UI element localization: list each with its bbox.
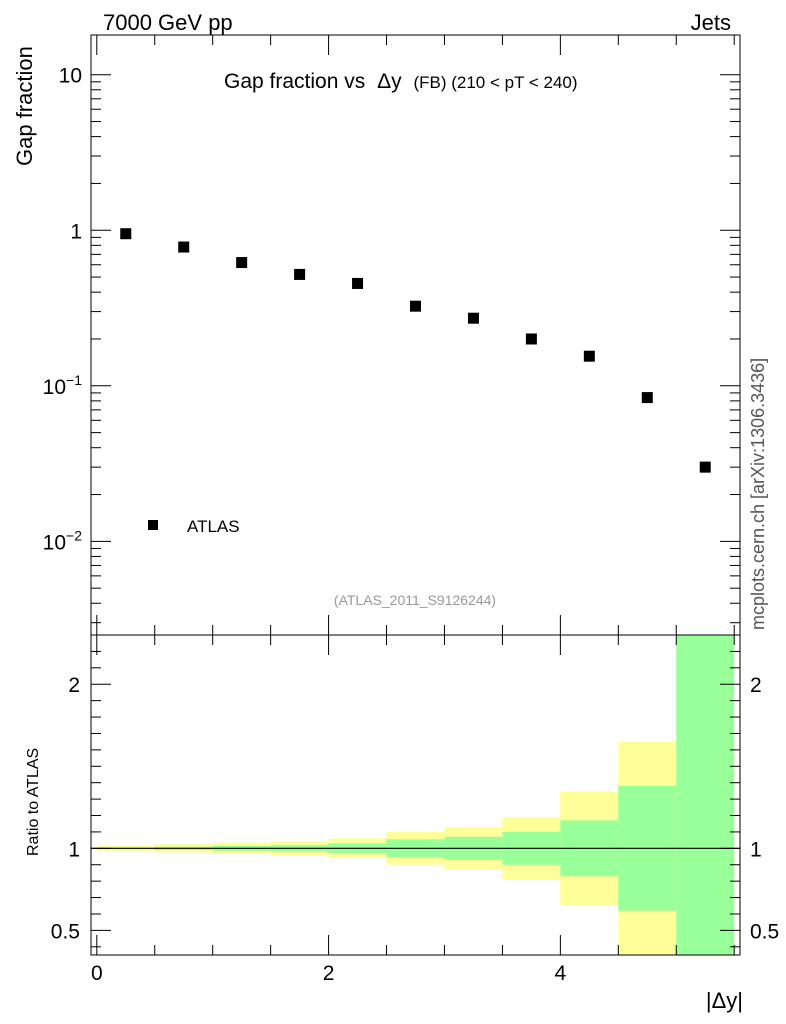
main-y-tick-label: 1 [70, 220, 82, 243]
main-y-tick-label: 10−2 [43, 527, 83, 554]
x-axis-label: |Δy| [706, 988, 743, 1013]
ratio-axis-ticks [91, 635, 740, 955]
ratio-y-tick-label-left: 2 [68, 674, 80, 697]
main-legend: ATLAS [148, 517, 240, 536]
main-chart-title-text: Gap fraction vs [224, 70, 365, 93]
tick-label-base: 1 [70, 220, 82, 243]
atlas-data-point [467, 312, 479, 324]
header-energy-label: 7000 GeV pp [103, 10, 233, 35]
atlas-data-point [641, 392, 653, 404]
ratio-x-tick-label: 4 [555, 962, 567, 985]
ratio-y-tick-label-left: 0.5 [51, 920, 80, 943]
main-chart-title: Gap fraction vs Δy (FB) (210 < pT < 240) [224, 70, 578, 93]
ratio-y-tick-label-right: 2 [750, 674, 762, 697]
analysis-tag: (ATLAS_2011_S9126244) [334, 592, 496, 608]
ratio-x-tick-label: 2 [323, 962, 335, 985]
ratio-y-tick-label-right: 0.5 [750, 920, 779, 943]
tick-label-base: 10 [59, 65, 82, 88]
legend-label-atlas: ATLAS [187, 517, 240, 536]
main-panel-frame [90, 34, 741, 636]
atlas-data-points [120, 228, 711, 473]
atlas-data-point [178, 241, 190, 253]
main-y-axis-label: Gap fraction [12, 46, 37, 166]
ratio-x-tick-labels: 0 2 4 [91, 962, 567, 985]
tick-label-base: 10 [43, 376, 66, 399]
atlas-data-point [120, 228, 132, 240]
ratio-panel-frame [90, 634, 741, 956]
main-chart-title-detail: (FB) (210 < pT < 240) [413, 73, 577, 92]
atlas-data-point [699, 461, 711, 473]
ratio-y-tick-labels: 0.5 0.5 1 1 2 2 [51, 674, 779, 943]
tick-label-base: 10 [43, 531, 66, 554]
main-y-tick-label: 10−1 [43, 372, 83, 399]
atlas-data-point [352, 277, 364, 289]
ratio-y-tick-label-right: 1 [750, 838, 762, 861]
legend-marker-atlas [148, 520, 158, 530]
tick-label-exponent: −2 [66, 527, 82, 543]
main-chart-title-symbol: Δy [377, 70, 402, 93]
atlas-data-point [236, 257, 248, 269]
atlas-data-point [525, 333, 537, 345]
ratio-y-axis-label: Ratio to ATLAS [25, 748, 42, 856]
ratio-inner-band-bin [676, 635, 735, 955]
atlas-data-point [583, 350, 595, 362]
tick-label-exponent: −1 [66, 372, 82, 388]
main-panel: Gap fraction vs Δy (FB) (210 < pT < 240)… [12, 34, 741, 636]
header-process-label: Jets [691, 10, 731, 35]
main-axis-ticks [91, 35, 740, 635]
atlas-data-point [410, 300, 421, 312]
ratio-uncertainty-bands [96, 635, 735, 955]
mcplots-watermark: mcplots.cern.ch [arXiv:1306.3436] [748, 358, 768, 630]
atlas-data-point [294, 268, 306, 280]
ratio-y-tick-label-left: 1 [68, 838, 80, 861]
ratio-x-tick-label: 0 [91, 962, 103, 985]
main-y-tick-label: 10 [59, 65, 82, 88]
ratio-panel: Ratio to ATLAS 0.5 0.5 1 1 2 2 0 2 4 |Δy| [25, 634, 779, 1013]
